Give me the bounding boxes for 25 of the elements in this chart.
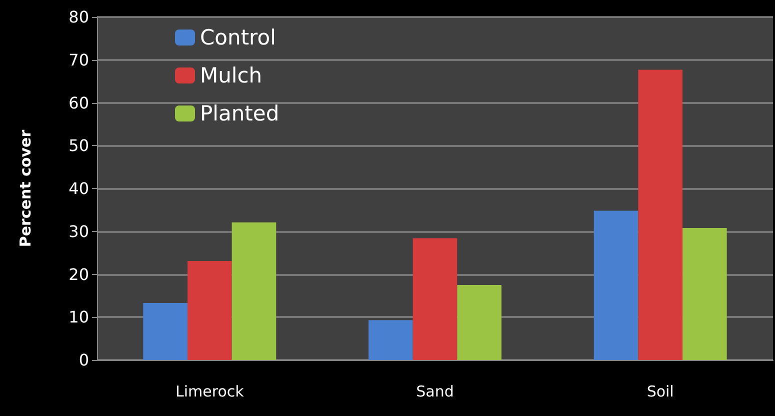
x-tick-label: Sand xyxy=(416,382,454,400)
y-tick-label: 0 xyxy=(78,350,89,370)
bar xyxy=(143,302,188,360)
y-tick-label: 50 xyxy=(68,136,89,156)
bar xyxy=(457,284,502,360)
y-axis-title: Percent cover xyxy=(16,129,34,248)
legend-label: Planted xyxy=(200,102,280,126)
y-tick-label: 10 xyxy=(68,308,89,327)
y-tick-label: 40 xyxy=(68,179,89,198)
bar xyxy=(638,70,682,360)
bar xyxy=(188,260,232,360)
y-tick-label: 20 xyxy=(68,264,89,284)
bar xyxy=(368,320,413,360)
bar xyxy=(232,222,276,360)
y-tick-label: 70 xyxy=(68,50,89,70)
x-tick-label: Soil xyxy=(646,382,674,400)
bar xyxy=(682,228,727,360)
legend-label: Mulch xyxy=(200,64,262,88)
y-tick-label: 80 xyxy=(68,8,89,26)
y-tick-label: 60 xyxy=(68,93,89,112)
bar xyxy=(594,210,638,360)
legend-label: Control xyxy=(200,26,276,50)
bar xyxy=(412,238,458,360)
x-tick-label: Limerock xyxy=(176,382,244,400)
y-tick-label: 30 xyxy=(68,222,89,241)
